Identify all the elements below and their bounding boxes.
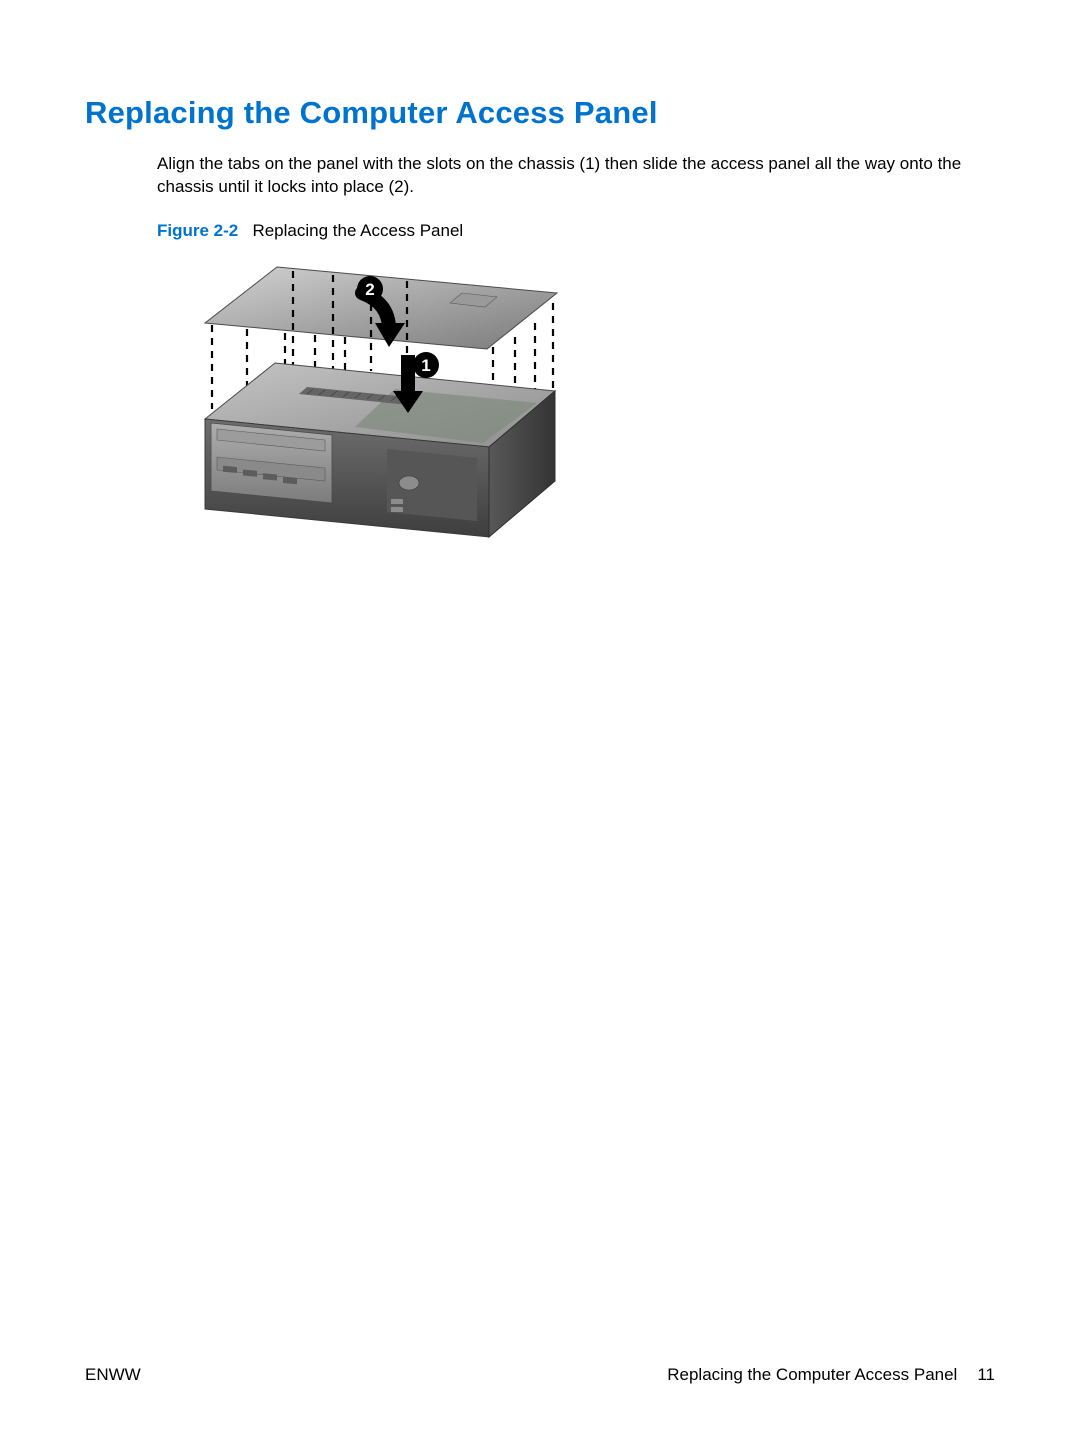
callout-1: 1: [413, 352, 439, 378]
page-footer: ENWW Replacing the Computer Access Panel…: [85, 1365, 995, 1385]
figure-label: Figure 2-2: [157, 221, 238, 240]
section-heading: Replacing the Computer Access Panel: [85, 95, 995, 131]
document-page: Replacing the Computer Access Panel Alig…: [0, 0, 1080, 1437]
footer-right: Replacing the Computer Access Panel 11: [667, 1365, 995, 1385]
chassis-shape: [205, 363, 555, 537]
callout-2: 2: [357, 276, 383, 302]
footer-page-number: 11: [977, 1365, 995, 1385]
figure-illustration: 2 1: [157, 251, 597, 561]
svg-text:2: 2: [365, 280, 374, 299]
footer-section-title: Replacing the Computer Access Panel: [667, 1365, 957, 1385]
footer-left: ENWW: [85, 1365, 141, 1385]
instruction-paragraph: Align the tabs on the panel with the slo…: [157, 153, 995, 199]
svg-text:1: 1: [421, 356, 430, 375]
figure-caption: Figure 2-2 Replacing the Access Panel: [157, 221, 995, 241]
figure-caption-title: Replacing the Access Panel: [252, 221, 463, 240]
